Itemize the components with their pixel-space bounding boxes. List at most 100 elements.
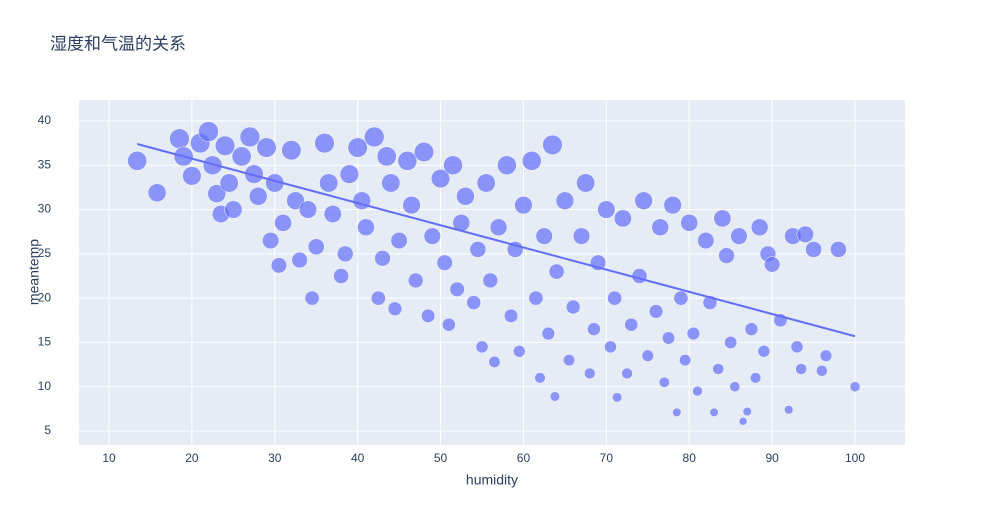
scatter-point — [549, 391, 560, 402]
scatter-point — [431, 169, 451, 189]
scatter-point — [482, 272, 499, 289]
scatter-point — [397, 151, 418, 171]
scatter-point — [724, 335, 738, 349]
scatter-point — [244, 164, 264, 184]
scatter-point — [256, 137, 277, 158]
scatter-point — [336, 245, 354, 263]
scatter-point — [597, 200, 616, 219]
scatter-point — [679, 354, 692, 367]
scatter-point — [796, 225, 814, 243]
scatter-point — [370, 290, 386, 306]
scatter-point — [849, 381, 861, 393]
scatter-point — [631, 268, 648, 284]
scatter-point — [541, 326, 555, 341]
x-tick-label: 70 — [600, 451, 614, 465]
scatter-point — [215, 135, 236, 156]
scatter-point — [555, 191, 575, 210]
scatter-point — [673, 290, 689, 306]
scatter-point — [352, 191, 372, 210]
scatter-point — [634, 191, 653, 210]
scatter-point — [298, 200, 317, 219]
scatter-point — [198, 121, 219, 142]
scatter-point — [513, 345, 526, 358]
x-tick-label: 40 — [351, 451, 365, 465]
scatter-point — [381, 173, 401, 193]
chart-title: 湿度和气温的关系 — [50, 34, 186, 53]
scatter-point — [224, 200, 243, 219]
scatter-point — [262, 232, 280, 250]
y-tick-label: 25 — [38, 246, 52, 260]
scatter-point — [744, 322, 759, 336]
scatter-point — [307, 238, 325, 256]
scatter-point — [764, 256, 781, 273]
scatter-point — [475, 340, 489, 354]
scatter-point — [713, 209, 732, 228]
scatter-point — [127, 151, 148, 171]
scatter-point — [738, 417, 748, 426]
scatter-point — [565, 299, 581, 315]
scatter-point — [621, 367, 633, 380]
scatter-point — [663, 196, 682, 215]
y-axis-title: meantemp — [26, 239, 42, 305]
scatter-point — [333, 268, 349, 284]
scatter-point — [584, 367, 596, 380]
scatter-point — [449, 281, 465, 297]
scatter-point — [648, 304, 664, 319]
scatter-point — [469, 241, 487, 258]
scatter-point — [414, 142, 434, 162]
scatter-point — [466, 295, 482, 310]
scatter-point — [672, 407, 682, 417]
scatter-point — [323, 205, 342, 223]
scatter-point — [270, 257, 287, 274]
x-tick-label: 10 — [102, 451, 116, 465]
scatter-point — [488, 355, 501, 368]
scatter-point — [612, 392, 623, 403]
x-tick-label: 80 — [683, 451, 697, 465]
scatter-point — [542, 134, 563, 155]
scatter-point — [535, 227, 553, 245]
scatter-point — [604, 340, 617, 354]
scatter-point — [231, 146, 252, 167]
scatter-point — [314, 133, 335, 154]
scatter-point — [819, 349, 833, 362]
scatter-point — [528, 290, 544, 306]
scatter-point — [757, 345, 771, 358]
scatter-point — [286, 191, 305, 210]
scatter-point — [219, 173, 239, 193]
scatter-point — [347, 137, 368, 158]
scatter-point — [376, 146, 397, 167]
scatter-point — [521, 151, 542, 171]
scatter-point — [456, 187, 475, 206]
scatter-point — [730, 227, 748, 245]
scatter-point — [641, 349, 654, 362]
scatter-point — [816, 365, 828, 377]
scatter-point — [436, 254, 453, 271]
scatter-point — [614, 209, 632, 228]
scatter-point — [514, 196, 533, 215]
scatter-point — [658, 376, 670, 388]
scatter-point — [830, 241, 847, 258]
scatter-point — [169, 128, 190, 149]
x-tick-label: 30 — [268, 451, 282, 465]
scatter-point — [357, 218, 375, 237]
scatter-point — [563, 354, 576, 367]
scatter-point — [319, 173, 339, 193]
scatter-point — [784, 405, 794, 415]
scatter-point — [374, 250, 391, 267]
scatter-point — [402, 196, 421, 215]
scatter-point — [534, 372, 546, 384]
scatter-point — [576, 173, 596, 193]
scatter-point — [147, 183, 167, 203]
scatter-point — [390, 232, 408, 250]
y-tick-label: 20 — [38, 290, 52, 304]
scatter-point — [750, 218, 769, 237]
scatter-point — [697, 232, 715, 250]
scatter-point — [182, 166, 202, 186]
scatter-point — [407, 272, 424, 289]
scatter-point — [749, 372, 762, 384]
scatter-point — [239, 126, 261, 148]
scatter-point — [572, 227, 591, 245]
scatter-point — [387, 301, 403, 316]
scatter-point — [248, 187, 268, 206]
x-tick-label: 50 — [434, 451, 448, 465]
